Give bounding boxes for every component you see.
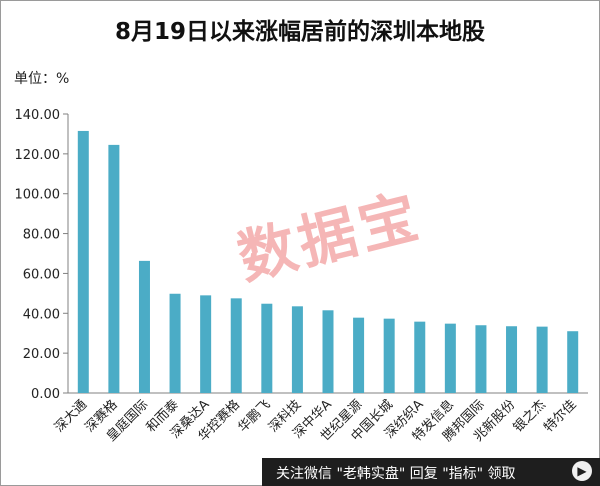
x-tick-label: 特尔佳 bbox=[541, 397, 579, 435]
y-tick-label: 80.00 bbox=[23, 228, 60, 243]
bar-15 bbox=[506, 326, 518, 393]
y-tick-label: 40.00 bbox=[23, 307, 60, 322]
y-tick-label: 20.00 bbox=[23, 347, 60, 362]
chart-title: 8月19日以来涨幅居前的深圳本地股 bbox=[114, 19, 485, 45]
bar-2 bbox=[108, 144, 120, 393]
bar-7 bbox=[261, 303, 273, 393]
y-tick-label: 120.00 bbox=[15, 148, 61, 163]
bar-14 bbox=[475, 325, 487, 393]
bar-3 bbox=[138, 260, 150, 393]
y-tick-labels: 0.00 20.00 40.00 60.00 80.00 100.00 120.00 140.… bbox=[15, 108, 61, 402]
footer-text: 关注微信 "老韩实盘" 回复 "指标" 领取 bbox=[276, 466, 516, 482]
bar-12 bbox=[414, 321, 426, 393]
y-tick-label: 100.00 bbox=[15, 188, 61, 203]
x-tick-label: 深大通 bbox=[52, 397, 90, 435]
play-icon[interactable]: ▶ bbox=[572, 461, 592, 481]
bar-5 bbox=[200, 295, 212, 393]
x-tick-labels: 深大通深赛格皇庭国际和而泰深桑达A华控赛格华鹏飞深科技深中华A世纪星源中国长城深… bbox=[52, 397, 580, 445]
bar-series bbox=[77, 130, 579, 394]
bar-10 bbox=[353, 317, 365, 393]
bar-17 bbox=[567, 331, 579, 393]
bar-6 bbox=[230, 298, 242, 393]
bar-13 bbox=[444, 323, 456, 393]
bar-16 bbox=[536, 326, 548, 393]
bar-11 bbox=[383, 318, 395, 393]
x-tick-label: 银之杰 bbox=[511, 397, 549, 435]
y-tick-label: 60.00 bbox=[23, 267, 60, 282]
bar-9 bbox=[322, 310, 334, 393]
unit-label: 单位：% bbox=[14, 71, 70, 87]
x-tick-label: 华鹏飞 bbox=[235, 397, 273, 435]
footer-banner[interactable]: 关注微信 "老韩实盘" 回复 "指标" 领取 ▶ bbox=[262, 458, 600, 486]
bar-4 bbox=[169, 293, 181, 393]
y-tick-label: 140.00 bbox=[15, 108, 61, 123]
bar-1 bbox=[77, 130, 89, 394]
bar-8 bbox=[291, 306, 303, 393]
y-tick-label: 0.00 bbox=[31, 387, 60, 402]
